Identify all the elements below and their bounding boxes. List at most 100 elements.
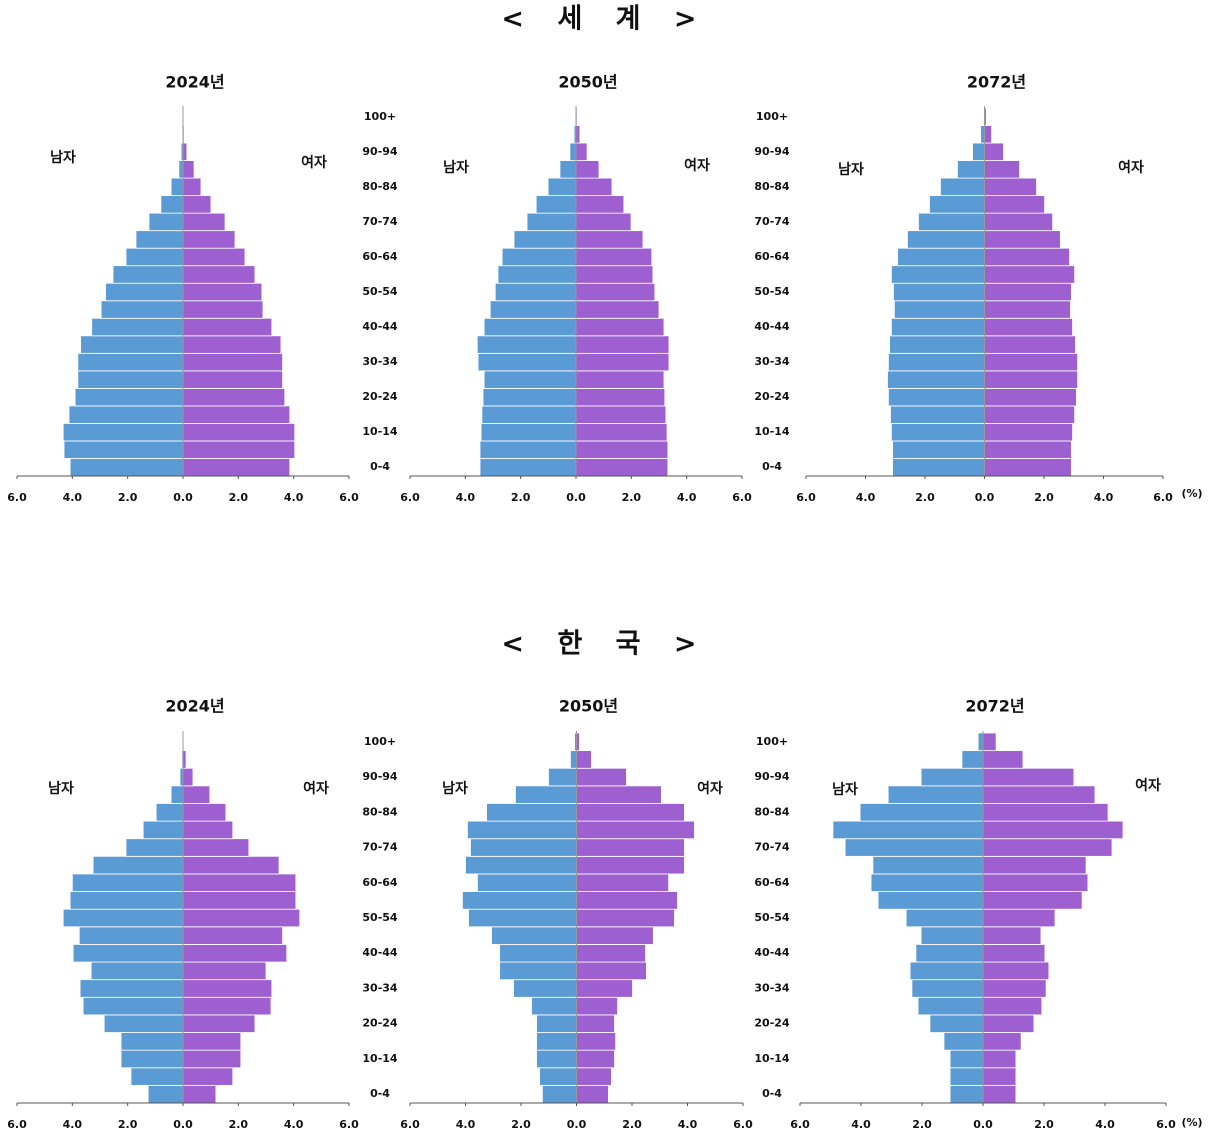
legend-label: 남자 [443,159,469,176]
age-label: 10-14 [754,425,790,438]
age-label: 50-54 [362,911,398,924]
age-label: 80-84 [754,180,790,193]
legend-label: 남자 [832,781,858,798]
bar [491,926,577,945]
bar [477,352,577,372]
bar [575,142,588,161]
bar [536,1032,577,1051]
bar [182,405,291,424]
bar [130,1067,184,1086]
bar [494,282,577,302]
x-tick-label: 2.0 [229,1118,249,1131]
bar [182,317,273,337]
x-tick-label: 4.0 [456,1118,476,1131]
x-tick-label: 0.0 [566,491,586,504]
x-tick-label: 2.0 [622,491,642,504]
bar [531,996,577,1016]
bar [182,230,236,249]
x-tick-label: 2.0 [118,491,138,504]
bar [182,370,283,389]
bar [501,247,577,267]
age-label: 40-44 [754,946,790,959]
bar [576,944,646,963]
bar [575,423,668,442]
bar [909,961,984,981]
x-tick-label: 6.0 [733,1118,753,1131]
age-label: 60-64 [754,876,790,889]
bar [911,979,984,998]
bar [893,300,985,319]
bar [940,177,985,197]
bar [489,300,577,319]
bar [984,440,1072,459]
bar [120,1032,184,1051]
bar [182,961,267,981]
x-tick-label: 4.0 [1094,491,1114,504]
bar [575,125,581,144]
bar [103,1014,184,1033]
x-tick-label: 0.0 [173,1118,193,1131]
age-label: 70-74 [754,841,790,854]
age-label: 20-24 [754,390,790,403]
bar [182,891,297,910]
bar [576,996,618,1016]
bar [984,300,1071,319]
bar [515,785,577,804]
x-tick-label: 4.0 [284,491,304,504]
x-tick-label: 6.0 [7,1118,27,1131]
bar [888,352,985,372]
bar [982,1049,1017,1069]
bar [982,979,1047,998]
bar [69,891,184,910]
bar [982,891,1083,910]
bar [182,1049,242,1069]
age-label: 30-34 [362,981,398,994]
bar [120,1049,184,1069]
bar [980,125,985,144]
bar [890,423,985,442]
age-label: 90-94 [362,145,398,158]
bar [513,230,577,249]
bar [893,282,985,302]
x-tick-label: 4.0 [63,491,83,504]
bar [468,908,577,928]
bar [182,142,188,161]
x-tick-label: 2.0 [118,1118,138,1131]
bar [576,908,675,928]
chart-title: 2024년 [165,73,224,92]
bar [982,838,1113,857]
bar [182,1032,242,1051]
x-tick-label: 4.0 [456,491,476,504]
x-tick-label: 4.0 [678,1118,698,1131]
bar [576,1032,617,1051]
bar [182,212,226,232]
x-tick-label: 2.0 [915,491,935,504]
bar [548,767,577,787]
bar [982,732,997,752]
bar [541,1084,577,1104]
x-tick-label: 4.0 [677,491,697,504]
bar [872,855,984,875]
x-tick-label: 4.0 [851,1118,871,1131]
bar [575,230,644,249]
age-label: 50-54 [362,285,398,298]
bar [182,926,283,945]
bar [547,177,577,197]
age-label: 90-94 [362,770,398,783]
bar [479,440,577,459]
bar [972,142,985,161]
age-label: 100+ [756,110,788,123]
x-tick-label: 6.0 [1153,491,1173,504]
bar [575,387,666,407]
chart-title: 2024년 [165,697,224,716]
legend-label: 남자 [48,780,74,797]
chart-title: 2072년 [967,73,1026,92]
bar [182,944,288,963]
chart-title: 2050년 [559,697,618,716]
legend-label: 여자 [1135,777,1161,794]
bar [984,335,1076,354]
bar [888,387,985,407]
bar [575,282,656,302]
bar [575,317,665,337]
bar [575,370,665,389]
